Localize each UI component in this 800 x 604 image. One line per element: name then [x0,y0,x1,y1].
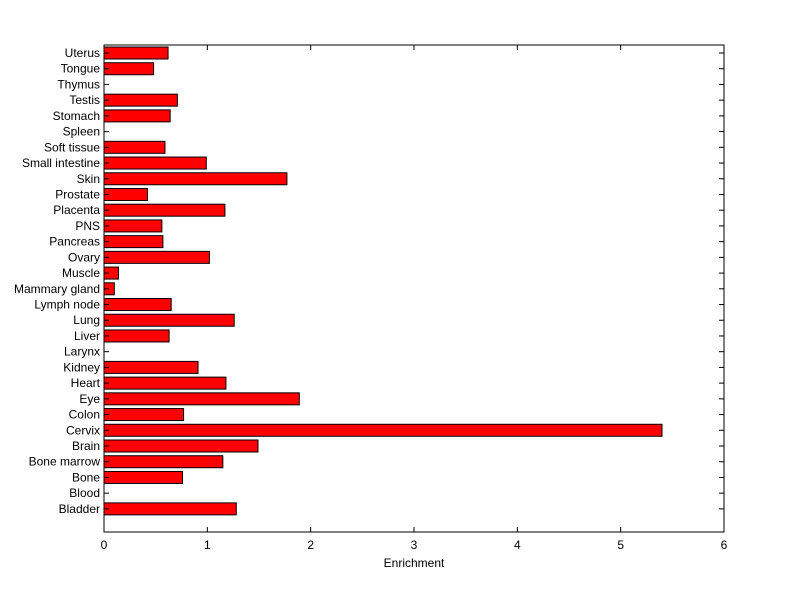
bar-cervix [103,423,663,437]
bar-testis [103,93,178,107]
bar-lymph-node [103,298,172,312]
bar-pancreas [103,235,164,249]
bar-stomach [103,109,171,123]
bar-ovary [103,250,210,264]
category-label: Cervix [66,423,100,437]
x-axis-title: Enrichment [384,556,445,570]
category-label: PNS [75,219,100,233]
x-tick-label: 4 [514,538,521,552]
bar-bladder [103,502,237,516]
category-label: Small intestine [22,156,100,170]
category-label: Kidney [63,360,100,374]
bar-placenta [103,203,226,217]
category-label: Lymph node [34,298,100,312]
category-label: Heart [71,376,101,390]
bar-brain [103,439,259,453]
bar-liver [103,329,170,343]
category-label: Testis [69,93,100,107]
category-label: Colon [69,408,100,422]
category-label: Tongue [61,62,101,76]
x-tick-label: 3 [411,538,418,552]
x-tick-labels-group: 0 1 2 3 4 5 6 [101,538,728,552]
category-label: Thymus [57,77,100,91]
x-tick-label: 2 [307,538,314,552]
bar-lung [103,313,235,327]
category-label: Bone marrow [29,455,101,469]
category-label: Ovary [68,250,100,264]
category-label: Skin [77,172,100,186]
bar-colon [103,408,185,422]
category-label: Lung [73,313,100,327]
category-label: Larynx [64,345,100,359]
category-label: Mammary gland [14,282,100,296]
category-label: Liver [74,329,100,343]
bar-small-intestine [103,156,207,170]
category-label: Bladder [59,502,100,516]
x-tick-label: 5 [617,538,624,552]
bar-prostate [103,187,148,201]
category-label: Uterus [65,46,100,60]
bar-bone [103,470,184,484]
category-label: Brain [72,439,100,453]
x-tick-label: 1 [204,538,211,552]
category-label: Spleen [63,125,100,139]
x-tick-label: 6 [721,538,728,552]
bar-uterus [103,46,169,60]
category-label: Stomach [53,109,100,123]
category-label: Placenta [53,203,100,217]
bar-pns [103,219,163,233]
bar-kidney [103,360,199,374]
category-label: Prostate [55,187,100,201]
bar-soft-tissue [103,140,166,154]
bar-heart [103,376,227,390]
bar-eye [103,392,300,406]
category-label: Pancreas [49,235,100,249]
x-tick-label: 0 [101,538,108,552]
plot-frame [103,44,725,533]
category-label: Bone [72,470,100,484]
bar-tongue [103,62,155,76]
bar-skin [103,172,288,186]
category-label: Muscle [62,266,100,280]
bar-bone-marrow [103,455,224,469]
category-label: Eye [79,392,100,406]
category-label: Blood [69,486,100,500]
category-label: Soft tissue [44,140,100,154]
